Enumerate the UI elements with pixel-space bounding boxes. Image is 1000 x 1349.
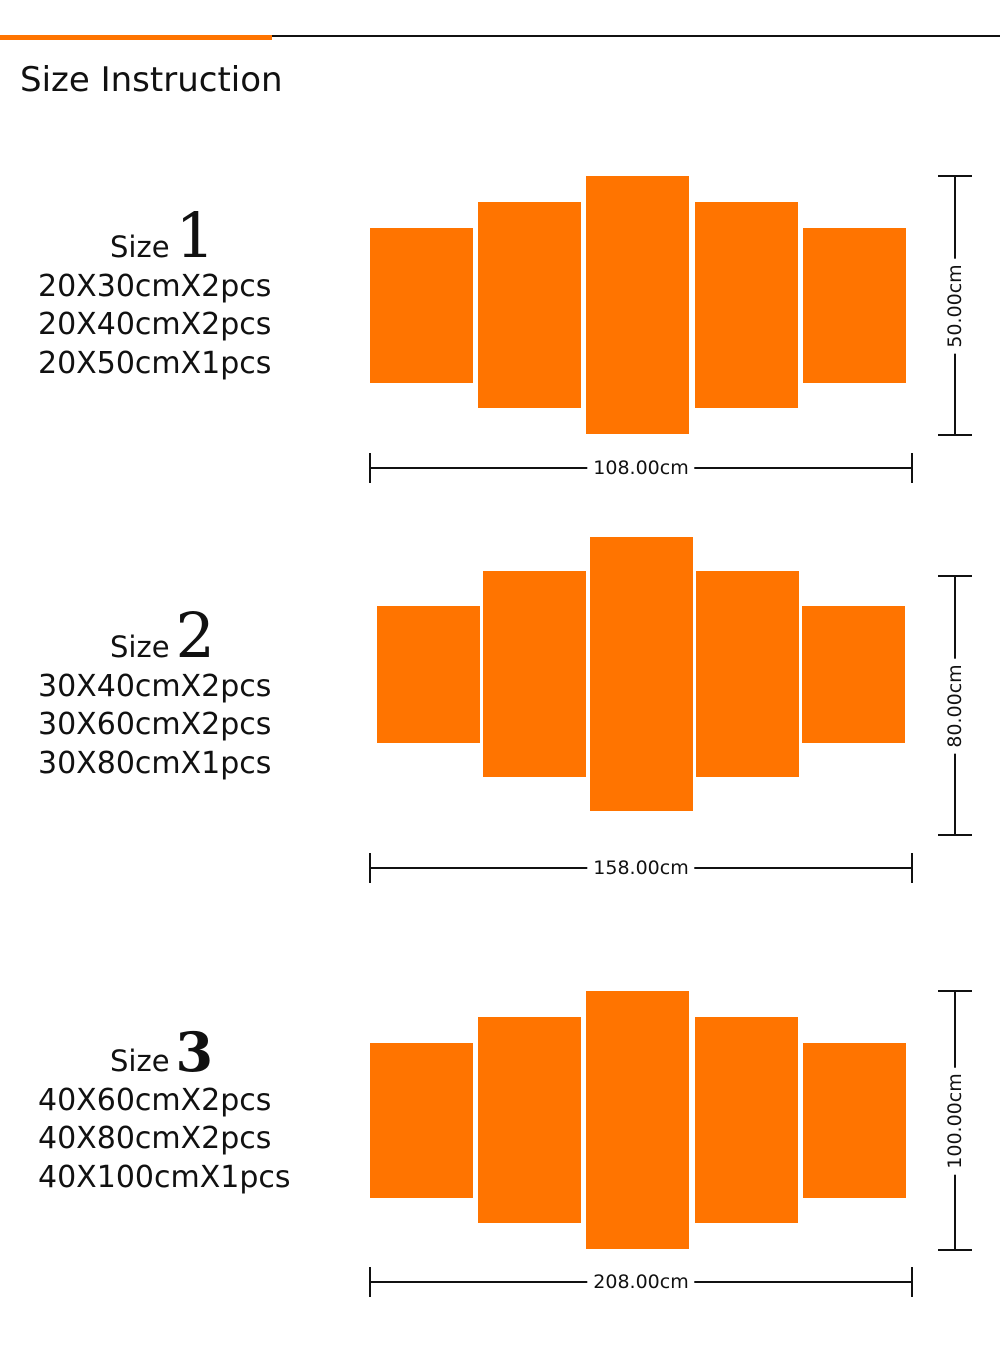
canvas-panel	[695, 202, 798, 408]
size-number: 2	[175, 599, 215, 672]
width-dimension: 108.00cm	[369, 453, 913, 483]
width-label: 208.00cm	[587, 1269, 695, 1295]
size-heading: Size2	[110, 605, 215, 667]
canvas-panel	[803, 228, 906, 383]
canvas-panel	[478, 1017, 581, 1223]
canvas-panel	[590, 537, 693, 811]
spec-line: 40X60cmX2pcs	[38, 1083, 272, 1118]
height-label: 100.00cm	[942, 1066, 968, 1175]
size-heading: Size 3	[110, 1025, 213, 1079]
width-dimension: 158.00cm	[369, 853, 913, 883]
spec-line: 20X40cmX2pcs	[38, 307, 272, 342]
spec-line: 40X100cmX1pcs	[38, 1160, 291, 1195]
header-accent-bar	[0, 35, 272, 40]
spec-line: 20X30cmX2pcs	[38, 269, 272, 304]
size-number: 3	[175, 1020, 214, 1084]
canvas-panel	[803, 1043, 906, 1198]
canvas-panel	[370, 1043, 473, 1198]
canvas-panel	[586, 991, 689, 1249]
height-label: 50.00cm	[942, 257, 968, 354]
canvas-panel	[483, 571, 586, 777]
width-label: 108.00cm	[587, 455, 695, 481]
canvas-panel	[586, 176, 689, 434]
canvas-panel	[695, 1017, 798, 1223]
height-label: 80.00cm	[942, 657, 968, 754]
size-label: Size	[110, 1044, 170, 1078]
canvas-panel	[377, 606, 480, 743]
height-dimension: 100.00cm	[938, 990, 972, 1251]
canvas-panel	[802, 606, 905, 743]
width-dimension: 208.00cm	[369, 1267, 913, 1297]
size-label: Size	[110, 630, 170, 664]
header-divider	[272, 35, 1000, 37]
page-title: Size Instruction	[20, 60, 283, 100]
spec-line: 20X50cmX1pcs	[38, 346, 272, 381]
canvas-panel	[696, 571, 799, 777]
canvas-panel	[370, 228, 473, 383]
spec-line: 30X80cmX1pcs	[38, 746, 272, 781]
width-label: 158.00cm	[587, 855, 695, 881]
height-dimension: 80.00cm	[938, 575, 972, 836]
canvas-panel	[478, 202, 581, 408]
spec-line: 30X40cmX2pcs	[38, 669, 272, 704]
spec-line: 40X80cmX2pcs	[38, 1121, 272, 1156]
size-label: Size	[110, 230, 170, 264]
spec-line: 30X60cmX2pcs	[38, 707, 272, 742]
size-heading: Size1	[110, 205, 215, 267]
size-number: 1	[175, 199, 215, 272]
height-dimension: 50.00cm	[938, 175, 972, 436]
